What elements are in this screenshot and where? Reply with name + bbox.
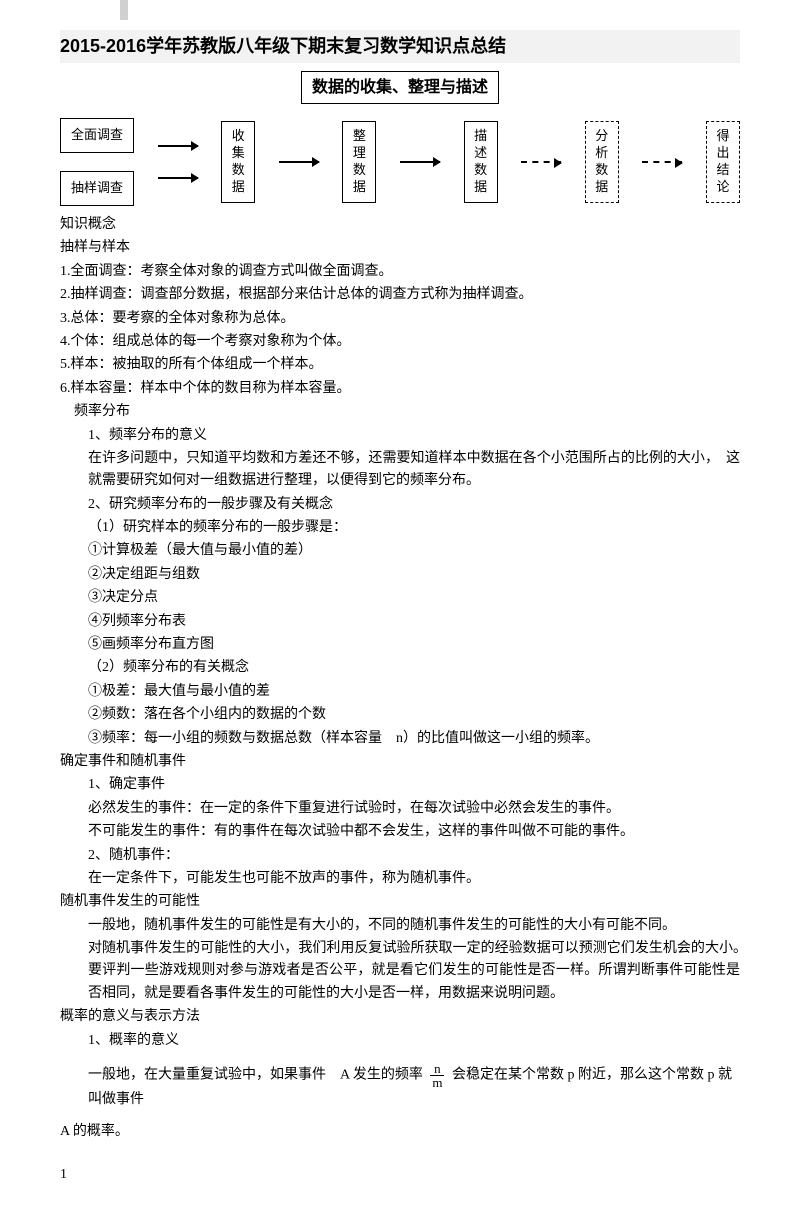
arrow-icon (158, 177, 198, 179)
fraction-numerator: n (430, 1062, 444, 1076)
arrow-icon (158, 145, 198, 147)
title-bar: 2015-2016学年苏教版八年级下期末复习数学知识点总结 (60, 30, 740, 63)
text-line: 6.样本容量：样本中个体的数目称为样本容量。 (60, 378, 740, 400)
page-marker (120, 0, 128, 20)
text-line: 一般地，随机事件发生的可能性是有大小的，不同的随机事件发生的可能性的大小有可能不… (60, 915, 740, 937)
heading-probability: 概率的意义与表示方法 (60, 1006, 740, 1028)
box-sample-survey: 抽样调查 (60, 171, 134, 206)
text-line: 2.抽样调查：调查部分数据，根据部分来估计总体的调查方式称为抽样调查。 (60, 284, 740, 306)
box-organize: 整理数据 (342, 121, 376, 203)
box-full-survey: 全面调查 (60, 118, 134, 153)
text-line: ⑤画频率分布直方图 (60, 634, 740, 656)
text-line: 1、确定事件 (60, 774, 740, 796)
text-line: 2、研究频率分布的一般步骤及有关概念 (60, 494, 740, 516)
text-line: 1、概率的意义 (60, 1030, 740, 1052)
text-line: ③频率：每一小组的频数与数据总数（样本容量 n）的比值叫做这一小组的频率。 (60, 728, 740, 750)
text-line-fraction: 一般地，在大量重复试验中，如果事件 A 发生的频率 n m 会稳定在某个常数 p… (60, 1062, 740, 1111)
text-line: （2）频率分布的有关概念 (60, 657, 740, 679)
arrow-icon (279, 161, 319, 163)
text-line: A 的概率。 (60, 1121, 740, 1143)
text-line: 5.样本：被抽取的所有个体组成一个样本。 (60, 354, 740, 376)
box-analyze: 分析数据 (585, 121, 619, 203)
fraction-denominator: m (430, 1076, 444, 1089)
fraction: n m (430, 1062, 444, 1089)
heading-knowledge: 知识概念 (60, 214, 740, 236)
text-line: 必然发生的事件：在一定的条件下重复进行试验时，在每次试验中必然会发生的事件。 (60, 798, 740, 820)
text-line: 3.总体：要考察的全体对象称为总体。 (60, 308, 740, 330)
arrow-icon (400, 161, 440, 163)
arrow-group-1 (158, 145, 198, 179)
left-stack: 全面调查 抽样调查 (60, 118, 134, 206)
text-line: 1.全面调查：考察全体对象的调查方式叫做全面调查。 (60, 261, 740, 283)
heading-sampling: 抽样与样本 (60, 237, 740, 259)
arrow-dashed-icon (642, 161, 682, 163)
heading-possibility: 随机事件发生的可能性 (60, 891, 740, 913)
box-describe: 描述数据 (464, 121, 498, 203)
text-line: ③决定分点 (60, 587, 740, 609)
text-line: ②频数：落在各个小组内的数据的个数 (60, 704, 740, 726)
page-number: 1 (60, 1164, 740, 1186)
text-line: 4.个体：组成总体的每一个考察对象称为个体。 (60, 331, 740, 353)
text-line: 在一定条件下，可能发生也可能不放声的事件，称为随机事件。 (60, 868, 740, 890)
text-line: ①极差：最大值与最小值的差 (60, 681, 740, 703)
text-line: 对随机事件发生的可能性的大小，我们利用反复试验所获取一定的经验数据可以预测它们发… (60, 938, 740, 1005)
text-line: ①计算极差（最大值与最小值的差） (60, 540, 740, 562)
text-span: 一般地，在大量重复试验中，如果事件 A 发生的频率 (88, 1068, 423, 1083)
arrow-dashed-icon (521, 161, 561, 163)
text-line: 在许多问题中，只知道平均数和方差还不够，还需要知道样本中数据在各个小范围所占的比… (60, 448, 740, 493)
text-line: 不可能发生的事件：有的事件在每次试验中都不会发生，这样的事件叫做不可能的事件。 (60, 821, 740, 843)
box-collect: 收集数据 (221, 121, 255, 203)
section-title-wrap: 数据的收集、整理与描述 (60, 71, 740, 105)
flowchart: 全面调查 抽样调查 收集数据 整理数据 描述数据 分析数据 得出结论 (60, 118, 740, 206)
box-conclude: 得出结论 (706, 121, 740, 203)
main-title: 2015-2016学年苏教版八年级下期末复习数学知识点总结 (60, 32, 740, 61)
text-line: 2、随机事件： (60, 845, 740, 867)
heading-frequency: 频率分布 (60, 401, 740, 423)
section-title: 数据的收集、整理与描述 (301, 71, 499, 105)
heading-events: 确定事件和随机事件 (60, 751, 740, 773)
text-line: ②决定组距与组数 (60, 564, 740, 586)
text-line: （1）研究样本的频率分布的一般步骤是： (60, 517, 740, 539)
text-line: 1、频率分布的意义 (60, 425, 740, 447)
text-line: ④列频率分布表 (60, 611, 740, 633)
